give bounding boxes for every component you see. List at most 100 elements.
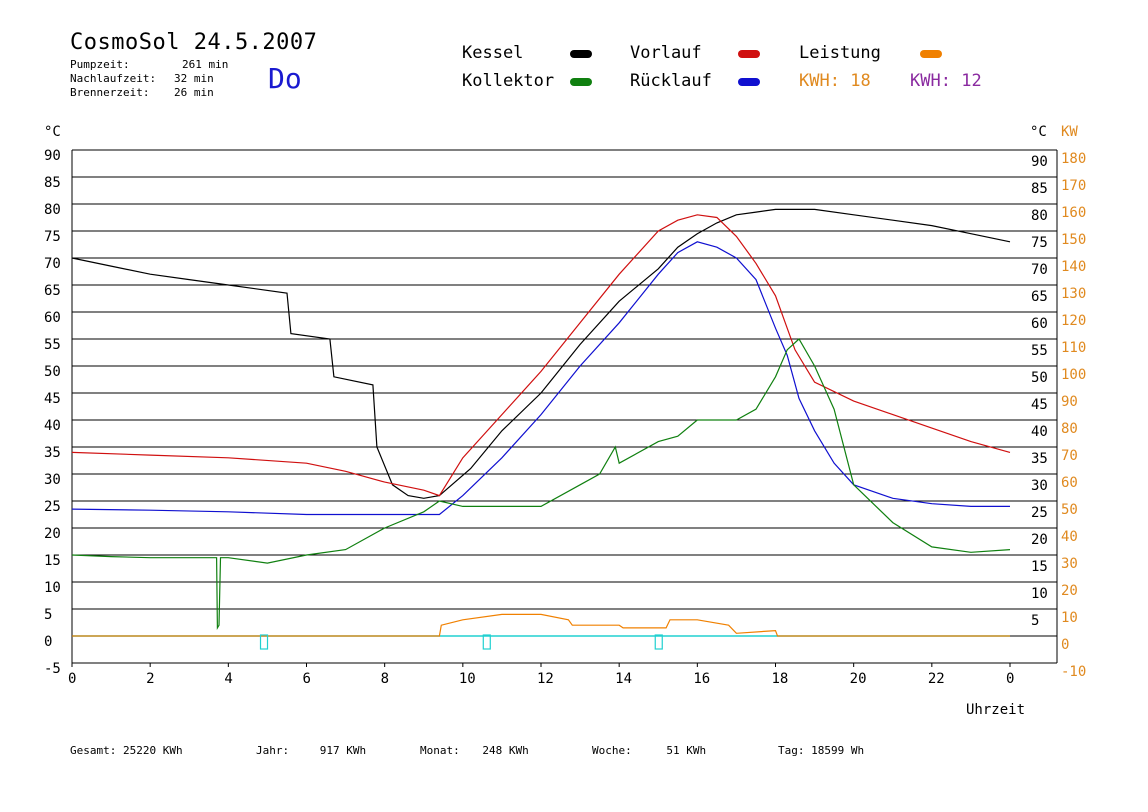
y-tick-left: 55 — [44, 337, 61, 353]
y-tick-power: 20 — [1061, 583, 1078, 599]
x-tick: 16 — [693, 671, 710, 687]
footer-label: Tag: — [778, 744, 805, 757]
x-tick: 6 — [303, 671, 311, 687]
y-tick-right: 85 — [1031, 181, 1048, 197]
y-tick-right: 10 — [1031, 586, 1048, 602]
kwh-leistung: KWH: 18 — [799, 71, 871, 91]
axes — [71, 150, 1058, 667]
y-tick-power: 100 — [1061, 367, 1086, 383]
y-tick-left: 20 — [44, 526, 61, 542]
kwh-label: KWH: — [910, 71, 951, 91]
y-tick-power: 150 — [1061, 232, 1086, 248]
page-title: CosmoSol 24.5.2007 — [70, 30, 318, 55]
y-tick-right: 40 — [1031, 424, 1048, 440]
footer-value: 248 KWh — [482, 744, 529, 757]
y-tick-right: 55 — [1031, 343, 1048, 359]
y-tick-right: 60 — [1031, 316, 1048, 332]
y-tick-left: 25 — [44, 499, 61, 515]
y-tick-power: 80 — [1061, 421, 1078, 437]
y-tick-power: 110 — [1061, 340, 1086, 356]
footer-tag: Tag: 18599 Wh — [778, 744, 864, 757]
y-tick-power: -10 — [1061, 664, 1086, 680]
y-tick-left: 15 — [44, 553, 61, 569]
legend-label-kollektor: Kollektor — [462, 71, 555, 91]
series-lines — [71, 208, 1011, 637]
series-line-kollektor — [71, 338, 1011, 631]
kwh-value: 18 — [850, 71, 871, 91]
stat-value: 26 min — [174, 86, 214, 99]
y-tick-right: 35 — [1031, 451, 1048, 467]
y-tick-power: 10 — [1061, 610, 1078, 626]
x-tick: 2 — [146, 671, 154, 687]
legend-label-leistung: Leistung — [799, 43, 881, 63]
footer-gesamt: Gesamt: 25220 KWh — [70, 744, 183, 757]
x-tick: 22 — [928, 671, 945, 687]
series-line-rcklauf — [71, 241, 1010, 516]
footer-monat: Monat: 248 KWh — [420, 744, 529, 757]
x-tick: 8 — [381, 671, 389, 687]
footer-label: Woche: — [592, 744, 632, 757]
series-line-leistung — [72, 613, 1010, 637]
stat-pumpzeit: Pumpzeit: 261 min — [70, 58, 228, 71]
x-tick: 20 — [850, 671, 867, 687]
kwh-secondary: KWH: 12 — [910, 71, 982, 91]
y-tick-left: 60 — [44, 310, 61, 326]
y-tick-left: 50 — [44, 364, 61, 380]
y-axis-unit-left: °C — [44, 124, 61, 140]
x-tick: 10 — [459, 671, 476, 687]
y-tick-left: 70 — [44, 256, 61, 272]
series-line-kessel — [71, 208, 1011, 499]
footer-value: 25220 KWh — [122, 744, 183, 757]
y-tick-left: 10 — [44, 580, 61, 596]
footer-value: 18599 Wh — [811, 744, 865, 757]
y-tick-power: 160 — [1061, 205, 1086, 221]
y-tick-right: 90 — [1031, 154, 1048, 170]
y-tick-power: 30 — [1061, 556, 1078, 572]
pump-marker — [654, 634, 663, 650]
y-tick-left: 30 — [44, 472, 61, 488]
stat-nachlaufzeit: Nachlaufzeit: 32 min — [70, 72, 214, 85]
footer-label: Jahr: — [256, 744, 290, 757]
footer-woche: Woche: 51 KWh — [592, 744, 706, 757]
y-tick-right: 20 — [1031, 532, 1048, 548]
x-tick: 18 — [772, 671, 789, 687]
y-tick-right: 45 — [1031, 397, 1048, 413]
y-tick-right: 15 — [1031, 559, 1048, 575]
pump-marker — [482, 634, 491, 650]
legend-swatch-ruecklauf — [738, 78, 760, 86]
weekday-label: Do — [268, 62, 302, 95]
x-tick: 14 — [615, 671, 632, 687]
y-tick-power: 180 — [1061, 151, 1086, 167]
y-tick-left: 80 — [44, 202, 61, 218]
y-tick-power: 170 — [1061, 178, 1086, 194]
y-tick-power: 60 — [1061, 475, 1078, 491]
footer-value: 51 KWh — [666, 744, 707, 757]
y-tick-left: 35 — [44, 445, 61, 461]
y-tick-right: 30 — [1031, 478, 1048, 494]
y-tick-left: 40 — [44, 418, 61, 434]
y-tick-power: 90 — [1061, 394, 1078, 410]
y-axis-unit-right: °C — [1030, 124, 1047, 140]
y-tick-power: 50 — [1061, 502, 1078, 518]
y-tick-power: 120 — [1061, 313, 1086, 329]
y-tick-power: 130 — [1061, 286, 1086, 302]
x-tick: 12 — [537, 671, 554, 687]
y-tick-left: 85 — [44, 175, 61, 191]
y-tick-power: 40 — [1061, 529, 1078, 545]
footer-jahr: Jahr: 917 KWh — [256, 744, 366, 757]
y-tick-left: 90 — [44, 148, 61, 164]
y-tick-left: 45 — [44, 391, 61, 407]
y-tick-left: 75 — [44, 229, 61, 245]
stat-label: Brennerzeit: — [70, 86, 150, 99]
stat-value: 32 min — [174, 72, 214, 85]
stat-label: Nachlaufzeit: — [70, 72, 157, 85]
legend-swatch-vorlauf — [738, 50, 760, 58]
y-tick-right: 70 — [1031, 262, 1048, 278]
y-tick-left: 0 — [44, 634, 52, 650]
y-tick-left: 65 — [44, 283, 61, 299]
legend-swatch-leistung — [920, 50, 942, 58]
y-tick-left: 5 — [44, 607, 52, 623]
legend-swatch-kessel — [570, 50, 592, 58]
x-tick: 0 — [68, 671, 76, 687]
